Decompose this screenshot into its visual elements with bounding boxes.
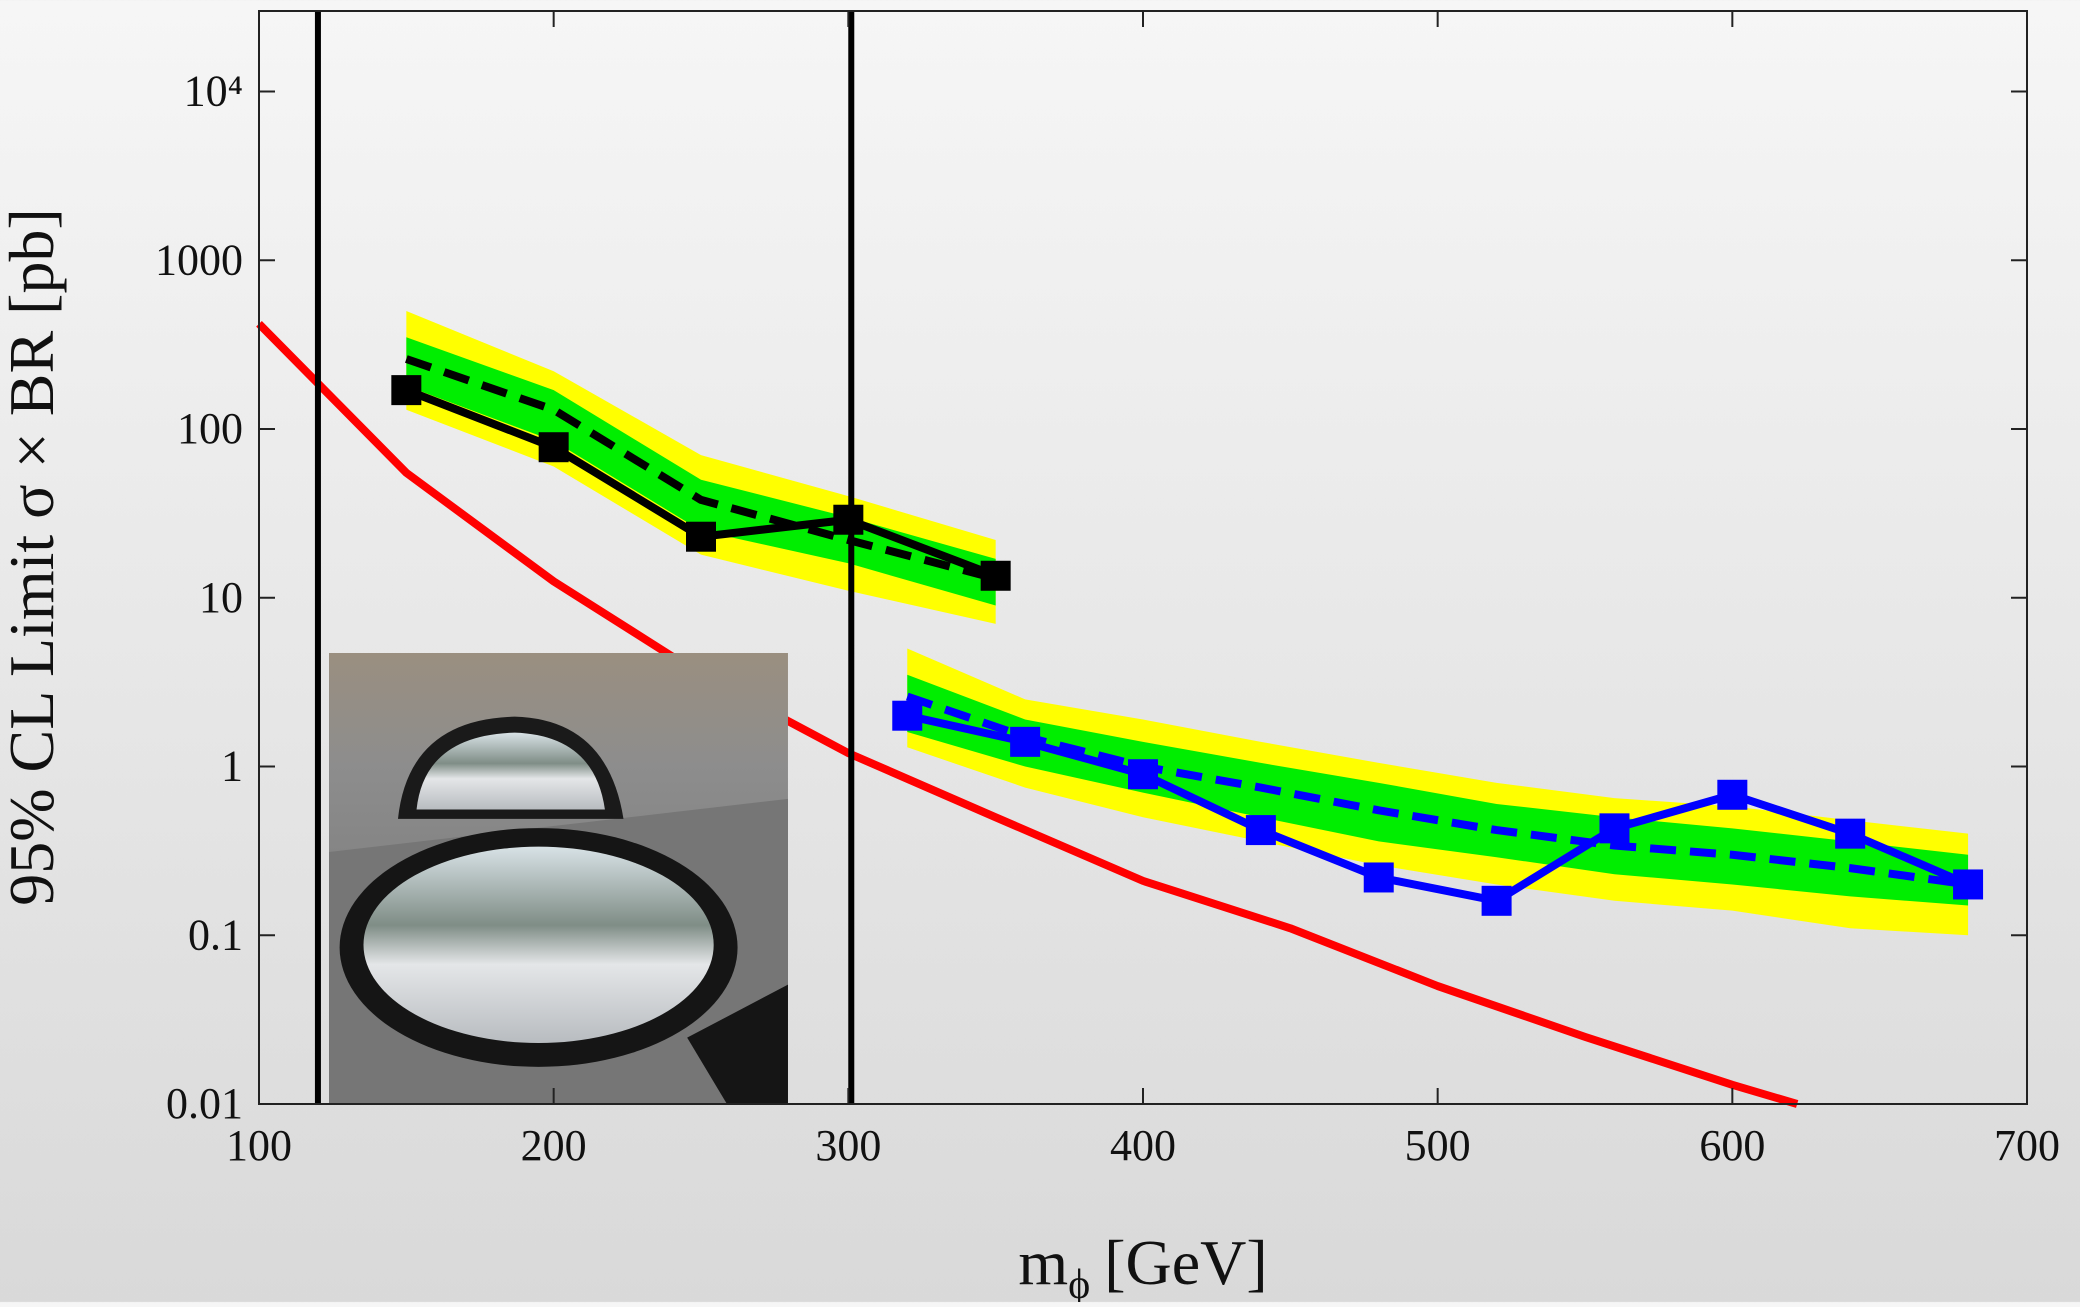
y-tick-label: 1: [221, 742, 243, 791]
observed-line: [906, 711, 1970, 905]
marker: [1835, 818, 1866, 849]
marker: [391, 375, 422, 406]
marker: [833, 504, 864, 535]
mirror-arm: [687, 984, 788, 1105]
y-tick-label: 0.01: [166, 1079, 243, 1128]
marker: [1363, 862, 1394, 893]
upper-mirror-glass: [416, 732, 605, 810]
y-tick-label: 10: [199, 573, 243, 622]
lines-layer: [314, 11, 1984, 1104]
theory-line: [256, 321, 1799, 1108]
expected-line: [405, 355, 997, 583]
x-label-sub: ϕ: [1068, 1262, 1090, 1302]
y-tick-label: 1000: [155, 235, 243, 284]
marker: [1953, 869, 1984, 900]
x-tick-label: 600: [1699, 1121, 1765, 1170]
marker: [1599, 813, 1630, 844]
marker: [1128, 759, 1158, 790]
error-band: [907, 674, 1969, 906]
marker: [1717, 779, 1748, 810]
marker: [892, 700, 923, 731]
y-tick-label: 10⁴: [184, 67, 243, 116]
x-axis-label: mϕ [GeV]: [1018, 1227, 1267, 1302]
expected-line: [905, 692, 1969, 889]
lower-mirror-glass: [363, 846, 714, 1043]
y-tick-label: 0.1: [188, 910, 243, 959]
x-tick-label: 500: [1405, 1121, 1471, 1170]
x-tick-label: 300: [815, 1121, 881, 1170]
marker: [538, 432, 569, 463]
marker: [1481, 885, 1512, 916]
x-tick-label: 400: [1110, 1121, 1176, 1170]
marker: [686, 521, 716, 552]
x-tick-label: 200: [521, 1121, 587, 1170]
theory-layer: [256, 321, 1799, 1108]
marker: [1010, 726, 1041, 757]
x-tick-label: 100: [226, 1121, 292, 1170]
x-tick-label: 700: [1994, 1121, 2060, 1170]
inset-photo: [329, 653, 788, 1105]
y-tick-label: 100: [177, 404, 243, 453]
x-label-unit: [GeV]: [1104, 1227, 1267, 1298]
x-label-main: m: [1018, 1227, 1068, 1298]
marker: [980, 560, 1011, 591]
y-axis-label: 95% CL Limit σ × BR [pb]: [0, 208, 67, 906]
marker: [1245, 815, 1276, 846]
